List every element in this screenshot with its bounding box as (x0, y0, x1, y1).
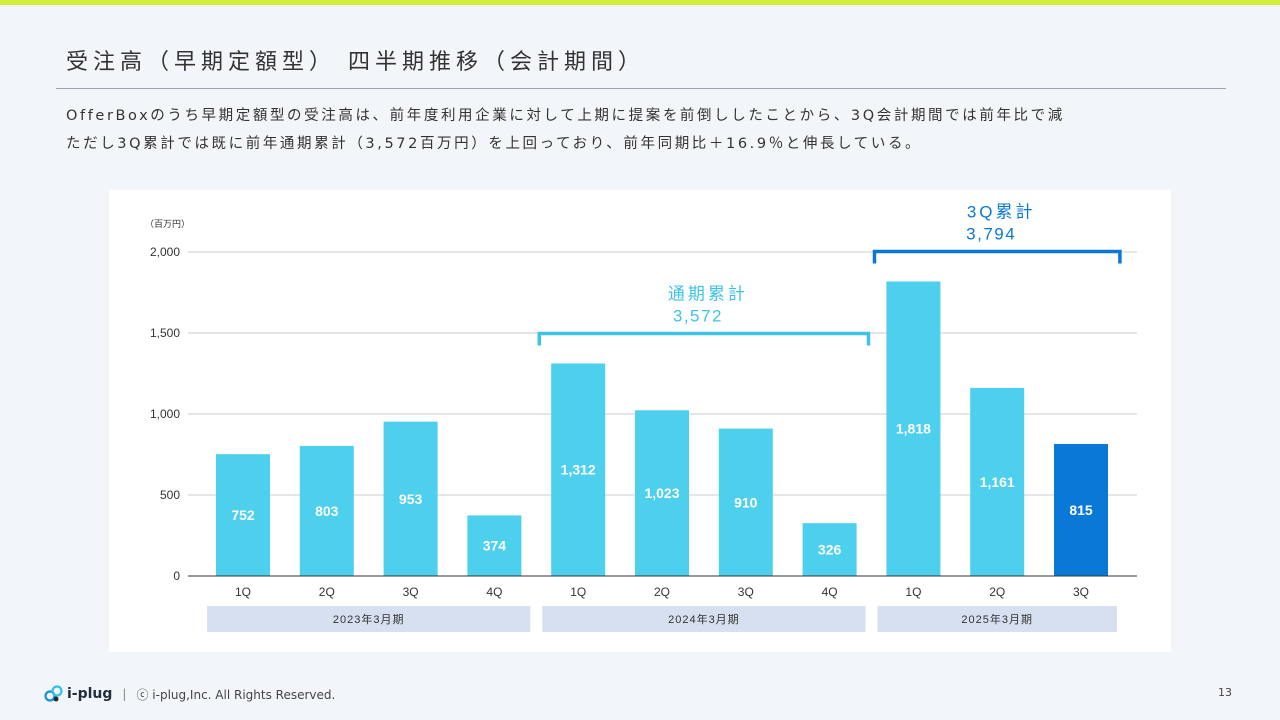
data-label: 803 (315, 503, 339, 519)
data-label: 815 (1069, 502, 1093, 518)
bar (1054, 443, 1108, 576)
fiscal-year-label: 2024年3月期 (668, 612, 740, 626)
top-accent-bar (0, 0, 1280, 5)
fiscal-year-band (877, 606, 1117, 632)
title-divider (56, 88, 1226, 89)
cumulative-bracket (537, 331, 871, 346)
data-label: 374 (483, 538, 507, 554)
cumulative-value: 3,572 (673, 306, 723, 325)
data-label: 1,023 (644, 485, 679, 501)
footer: i-plug | ⓒ i-plug,Inc. All Rights Reserv… (44, 684, 335, 704)
x-tick-label: 2Q (654, 585, 670, 599)
x-tick-label: 2Q (319, 585, 335, 599)
bar (886, 281, 941, 576)
x-tick-label: 3Q (403, 585, 419, 599)
plug-logo-icon (44, 685, 63, 702)
data-label: 953 (399, 491, 423, 507)
cumulative-title: 3Q累計 (967, 202, 1036, 221)
cumulative-value: 3,794 (966, 224, 1016, 243)
bar (802, 523, 857, 576)
x-tick-label: 1Q (235, 585, 251, 599)
data-label: 326 (818, 542, 842, 558)
fiscal-year-label: 2023年3月期 (333, 612, 405, 626)
copyright-text: ⓒ i-plug,Inc. All Rights Reserved. (136, 687, 336, 702)
data-label: 1,312 (561, 462, 596, 478)
x-tick-label: 4Q (486, 585, 502, 599)
fiscal-year-band (542, 606, 866, 632)
x-tick-label: 1Q (905, 585, 921, 599)
x-tick-label: 3Q (1073, 585, 1089, 599)
y-tick-label: 0 (173, 569, 180, 583)
data-label: 910 (734, 494, 758, 510)
y-tick-label: 1,000 (150, 407, 180, 421)
logo-text: i-plug (67, 686, 113, 702)
page-title: 受注高（早期定額型） 四半期推移（会計期間） (66, 50, 645, 75)
footer-separator: | (122, 687, 127, 701)
company-logo: i-plug (44, 685, 112, 703)
page-number: 13 (1218, 686, 1232, 699)
bar (383, 421, 438, 576)
bar (216, 454, 270, 576)
data-label: 1,161 (980, 474, 1015, 490)
y-axis-unit-label: （百万円） (145, 219, 190, 229)
bar (970, 387, 1025, 576)
cumulative-bracket (872, 249, 1122, 264)
data-label: 752 (231, 507, 255, 523)
x-tick-label: 3Q (738, 585, 754, 599)
x-tick-label: 4Q (822, 585, 838, 599)
bar (551, 363, 606, 576)
cumulative-title: 通期累計 (668, 284, 748, 303)
fiscal-year-label: 2025年3月期 (961, 612, 1033, 626)
description-line-1: OfferBoxのうち早期定額型の受注高は、前年度利用企業に対して上期に提案を前… (66, 108, 1065, 124)
y-tick-label: 2,000 (150, 245, 180, 259)
description-line-2: ただし3Q累計では既に前年通期累計（3,572百万円）を上回っており、前年同期比… (66, 136, 923, 152)
fiscal-year-band (207, 606, 531, 632)
data-label: 1,818 (896, 421, 931, 437)
bar (718, 428, 773, 576)
bar (299, 445, 354, 576)
y-tick-label: 500 (160, 488, 180, 502)
x-tick-label: 1Q (570, 585, 586, 599)
bar (635, 410, 689, 576)
y-tick-label: 1,500 (150, 326, 180, 340)
description: OfferBoxのうち早期定額型の受注高は、前年度利用企業に対して上期に提案を前… (66, 102, 1280, 158)
bar (467, 515, 522, 576)
x-tick-label: 2Q (989, 585, 1005, 599)
